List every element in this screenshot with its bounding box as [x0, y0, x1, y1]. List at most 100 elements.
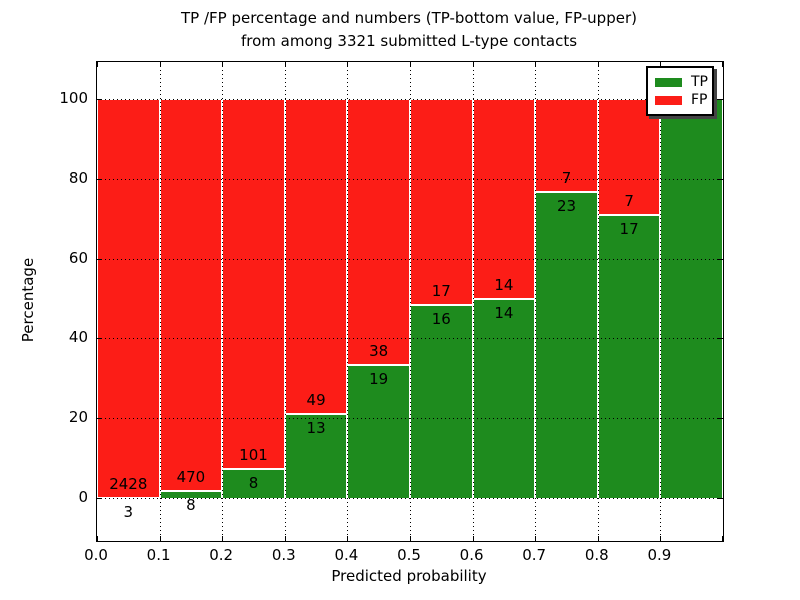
x-tick-label: 0.5 — [397, 546, 421, 564]
x-tick-label: 0.3 — [271, 546, 296, 564]
tp-count-label: 14 — [494, 303, 514, 322]
tp-bar-segment — [472, 298, 536, 498]
x-tick-mark — [347, 536, 349, 541]
chart-title-line2: from among 3321 submitted L-type contact… — [240, 32, 578, 50]
fp-bar-segment — [159, 99, 223, 492]
x-tick-mark-top — [284, 62, 286, 67]
fp-bar-segment — [410, 99, 473, 305]
fp-bar-segment — [535, 99, 598, 193]
x-tick-mark-top — [410, 62, 411, 67]
tp-count-label: 16 — [431, 309, 451, 328]
y-tick-label: 100 — [59, 89, 88, 107]
x-tick-label: 0.0 — [84, 546, 108, 564]
tp-count-label: 8 — [248, 473, 259, 492]
x-tick-mark — [535, 536, 537, 541]
x-tick-mark — [284, 536, 286, 541]
fp-count-label: 17 — [431, 281, 451, 300]
fp-count-label: 101 — [239, 445, 268, 464]
tp-bar-segment — [410, 304, 473, 498]
y-tick-label: 80 — [68, 168, 88, 187]
tp-count-label: 3 — [123, 502, 134, 521]
x-tick-mark — [97, 536, 98, 541]
x-tick-label: 0.6 — [459, 546, 484, 564]
y-tick-label: 20 — [68, 408, 88, 427]
legend-item-fp: FP — [655, 91, 708, 109]
fp-bar-segment — [284, 99, 348, 415]
x-tick-mark-top — [597, 62, 599, 67]
fp-bar-segment — [222, 99, 285, 469]
y-tick-mark — [97, 99, 102, 100]
x-tick-label: 0.1 — [146, 546, 171, 564]
y-axis-label: Percentage — [19, 257, 37, 343]
gridline-vertical — [284, 62, 286, 541]
y-tick-mark — [97, 498, 102, 499]
tp-bar-segment — [347, 365, 410, 498]
y-tick-label: 0 — [78, 488, 88, 506]
gridline-vertical — [597, 62, 599, 541]
fp-count-label: 2428 — [109, 474, 148, 493]
tp-count-label: 8 — [186, 496, 196, 515]
x-tick-mark-top — [722, 62, 723, 67]
tp-count-label: 13 — [306, 419, 326, 438]
y-tick-mark-right — [718, 498, 723, 499]
fp-count-label: 7 — [561, 169, 572, 188]
x-tick-mark-top — [222, 62, 224, 67]
x-tick-mark-top — [347, 62, 349, 67]
x-tick-mark — [222, 536, 224, 541]
legend-item-tp: TP — [655, 73, 708, 91]
fp-count-label: 14 — [494, 275, 514, 294]
x-tick-label: 0.7 — [522, 546, 547, 564]
tp-bar-segment — [597, 215, 661, 498]
y-tick-label: 60 — [68, 248, 88, 267]
gridline-horizontal — [97, 258, 723, 260]
tp-count-label: 17 — [619, 220, 639, 239]
gridline-horizontal — [97, 178, 723, 180]
x-tick-label: 0.8 — [584, 546, 609, 564]
fp-bar-segment — [347, 99, 410, 365]
tp-bar-segment — [660, 99, 723, 498]
x-tick-mark — [660, 536, 662, 541]
gridline-horizontal — [97, 498, 723, 499]
y-tick-mark-right — [718, 178, 723, 180]
x-tick-mark — [410, 536, 411, 541]
fp-bar-segment — [97, 99, 160, 498]
y-tick-mark — [97, 338, 102, 340]
x-axis-label: Predicted probability — [331, 567, 487, 585]
x-tick-mark-top — [159, 62, 161, 67]
fp-count-label: 7 — [624, 192, 634, 211]
y-tick-label: 40 — [68, 328, 88, 347]
x-tick-mark-top — [472, 62, 474, 67]
x-tick-label: 0.4 — [334, 546, 359, 564]
tp-bar-segment — [284, 414, 348, 498]
y-tick-mark-right — [718, 99, 723, 100]
y-tick-mark — [97, 418, 102, 420]
gridline-vertical — [472, 62, 474, 541]
y-tick-mark-right — [718, 338, 723, 340]
x-tick-mark-top — [97, 62, 98, 67]
legend: TP FP — [646, 66, 714, 116]
y-tick-mark — [97, 258, 102, 260]
x-tick-label: 0.9 — [647, 546, 672, 564]
gridline-vertical — [660, 62, 662, 541]
gridline-horizontal — [97, 338, 723, 340]
gridline-vertical — [159, 62, 161, 541]
tp-bar-segment — [535, 192, 598, 498]
x-tick-mark — [722, 536, 723, 541]
x-tick-mark — [597, 536, 599, 541]
x-tick-mark — [159, 536, 161, 541]
y-tick-mark-right — [718, 258, 723, 260]
gridline-vertical — [222, 62, 224, 541]
x-tick-mark-top — [535, 62, 537, 67]
y-tick-mark — [97, 178, 102, 180]
fp-legend-label: FP — [691, 92, 708, 108]
tp-legend-label: TP — [691, 74, 708, 90]
plot-area: 2428347081018491338191716141472371769 — [96, 61, 724, 542]
fp-count-label: 49 — [306, 391, 326, 410]
gridline-vertical — [410, 62, 411, 541]
fp-legend-swatch — [655, 95, 682, 105]
x-tick-mark-top — [660, 62, 662, 67]
fp-count-label: 38 — [369, 342, 389, 360]
tp-count-label: 23 — [556, 197, 577, 216]
tp-bar-segment — [222, 468, 285, 498]
